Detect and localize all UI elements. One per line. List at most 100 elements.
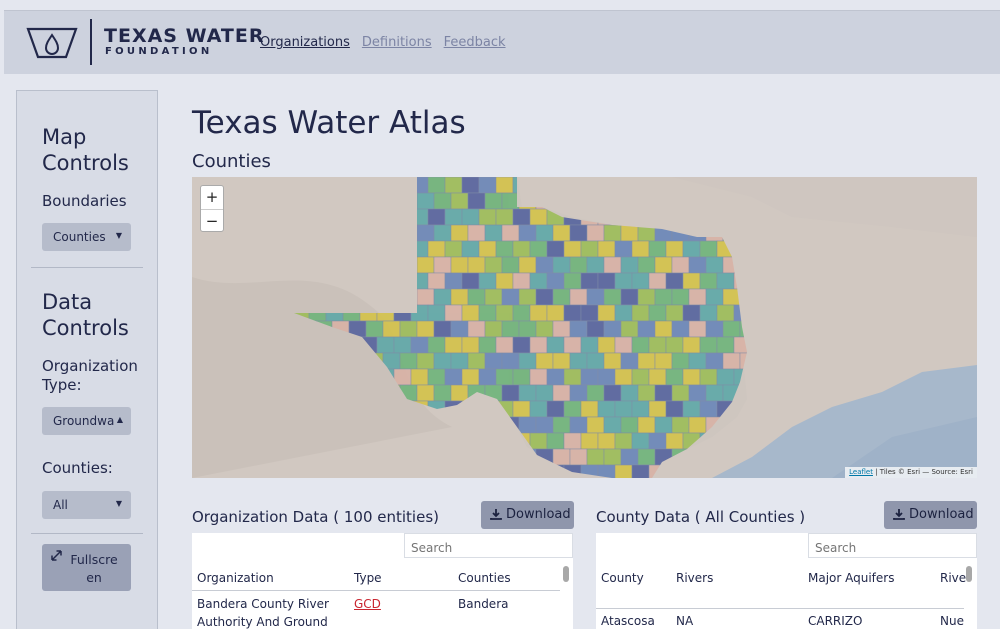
- county-shape[interactable]: [450, 288, 469, 306]
- county-shape[interactable]: [427, 208, 446, 226]
- county-shape[interactable]: [563, 432, 582, 450]
- county-shape[interactable]: [444, 368, 463, 386]
- county-shape[interactable]: [546, 368, 565, 386]
- county-shape[interactable]: [529, 336, 548, 354]
- county-shape[interactable]: [495, 208, 514, 226]
- county-shape[interactable]: [450, 352, 469, 370]
- county-shape[interactable]: [478, 177, 497, 194]
- county-shape[interactable]: [580, 272, 599, 290]
- county-shape[interactable]: [716, 304, 735, 322]
- county-shape[interactable]: [546, 400, 565, 418]
- county-shape[interactable]: [512, 272, 531, 290]
- county-shape[interactable]: [552, 224, 571, 242]
- county-shape[interactable]: [512, 368, 531, 386]
- county-shape[interactable]: [699, 304, 718, 322]
- county-shape[interactable]: [665, 368, 684, 386]
- county-shape[interactable]: [603, 320, 622, 338]
- county-shape[interactable]: [382, 320, 401, 338]
- county-shape[interactable]: [603, 256, 622, 274]
- county-shape[interactable]: [563, 368, 582, 386]
- county-shape[interactable]: [552, 320, 571, 338]
- county-shape[interactable]: [552, 352, 571, 370]
- fullscreen-button[interactable]: Fullscreen: [42, 544, 131, 591]
- county-shape[interactable]: [501, 320, 520, 338]
- county-shape[interactable]: [518, 384, 537, 402]
- county-shape[interactable]: [416, 320, 435, 338]
- county-shape[interactable]: [597, 400, 616, 418]
- county-shape[interactable]: [461, 336, 480, 354]
- county-shape[interactable]: [478, 368, 497, 386]
- county-shape[interactable]: [529, 368, 548, 386]
- column-header-rive[interactable]: Rive: [940, 571, 967, 585]
- organization-download-button[interactable]: Download: [481, 501, 574, 529]
- county-shape[interactable]: [467, 192, 486, 210]
- county-shape[interactable]: [682, 400, 701, 418]
- county-search-input[interactable]: [808, 533, 977, 558]
- county-shape[interactable]: [654, 320, 673, 338]
- county-shape[interactable]: [682, 272, 701, 290]
- county-shape[interactable]: [580, 304, 599, 322]
- county-shape[interactable]: [586, 224, 605, 242]
- county-shape[interactable]: [699, 400, 718, 418]
- county-shape[interactable]: [393, 336, 412, 354]
- county-shape[interactable]: [688, 416, 707, 434]
- logo-title[interactable]: TEXAS WATER: [104, 25, 265, 47]
- county-shape[interactable]: [688, 320, 707, 338]
- county-shape[interactable]: [586, 320, 605, 338]
- county-shape[interactable]: [495, 336, 514, 354]
- county-shape[interactable]: [716, 272, 735, 290]
- county-shape[interactable]: [535, 288, 554, 306]
- county-shape[interactable]: [444, 304, 463, 322]
- county-shape[interactable]: [444, 240, 463, 258]
- county-shape[interactable]: [512, 400, 531, 418]
- county-shape[interactable]: [631, 336, 650, 354]
- county-shape[interactable]: [665, 304, 684, 322]
- county-shape[interactable]: [529, 304, 548, 322]
- county-shape[interactable]: [654, 352, 673, 370]
- county-shape[interactable]: [648, 368, 667, 386]
- county-shape[interactable]: [682, 336, 701, 354]
- county-shape[interactable]: [518, 416, 537, 434]
- county-shape[interactable]: [478, 272, 497, 290]
- county-shape[interactable]: [535, 416, 554, 434]
- county-shape[interactable]: [552, 448, 571, 466]
- county-shape[interactable]: [529, 400, 548, 418]
- county-shape[interactable]: [620, 384, 639, 402]
- nav-definitions[interactable]: Definitions: [361, 35, 432, 50]
- county-shape[interactable]: [433, 224, 452, 242]
- county-shape[interactable]: [586, 416, 605, 434]
- county-shape[interactable]: [563, 400, 582, 418]
- county-shape[interactable]: [450, 384, 469, 402]
- county-shape[interactable]: [535, 256, 554, 274]
- county-shape[interactable]: [614, 464, 633, 478]
- county-shape[interactable]: [580, 368, 599, 386]
- county-shape[interactable]: [461, 368, 480, 386]
- county-shape[interactable]: [705, 288, 724, 306]
- county-shape[interactable]: [501, 224, 520, 242]
- county-shape[interactable]: [484, 224, 503, 242]
- county-shape[interactable]: [682, 304, 701, 322]
- county-shape[interactable]: [512, 208, 531, 226]
- county-shape[interactable]: [614, 272, 633, 290]
- county-shape[interactable]: [535, 224, 554, 242]
- county-shape[interactable]: [410, 368, 429, 386]
- nav-organizations[interactable]: Organizations: [260, 35, 350, 50]
- column-header-rivers[interactable]: Rivers: [676, 571, 714, 585]
- county-shape[interactable]: [569, 224, 588, 242]
- county-shape[interactable]: [552, 384, 571, 402]
- county-shape[interactable]: [682, 240, 701, 258]
- county-shape[interactable]: [433, 256, 452, 274]
- county-shape[interactable]: [569, 256, 588, 274]
- county-shape[interactable]: [614, 304, 633, 322]
- county-shape[interactable]: [597, 464, 616, 478]
- county-shape[interactable]: [671, 320, 690, 338]
- county-shape[interactable]: [654, 288, 673, 306]
- county-shape[interactable]: [597, 240, 616, 258]
- county-shape[interactable]: [705, 352, 724, 370]
- county-shape[interactable]: [722, 352, 741, 370]
- county-shape[interactable]: [478, 304, 497, 322]
- county-shape[interactable]: [552, 288, 571, 306]
- county-shape[interactable]: [637, 384, 656, 402]
- county-shape[interactable]: [365, 320, 384, 338]
- county-shape[interactable]: [376, 336, 395, 354]
